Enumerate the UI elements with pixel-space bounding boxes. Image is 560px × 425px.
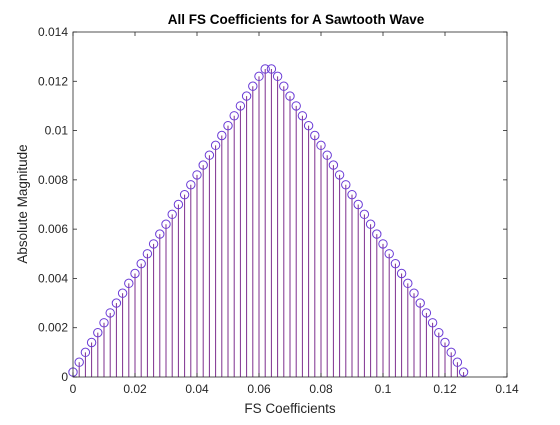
y-tick-label: 0.002 bbox=[38, 321, 68, 335]
stem-marker bbox=[235, 101, 246, 111]
stem-marker bbox=[117, 288, 128, 298]
stem-marker bbox=[86, 337, 97, 348]
stem-marker bbox=[359, 209, 370, 220]
y-tick-label: 0.014 bbox=[38, 25, 68, 39]
x-tick-label: 0.12 bbox=[433, 382, 457, 396]
stem-marker bbox=[204, 150, 215, 160]
stem-marker bbox=[372, 229, 382, 239]
stem-marker bbox=[248, 81, 258, 91]
stem-marker bbox=[347, 189, 357, 200]
stem-marker bbox=[266, 64, 277, 74]
stem-marker bbox=[334, 170, 345, 180]
stem-marker bbox=[142, 249, 153, 259]
stem-marker bbox=[440, 337, 450, 348]
stem-marker bbox=[161, 219, 171, 229]
stem-marker bbox=[217, 130, 227, 141]
stem-marker bbox=[111, 298, 122, 308]
markers-layer bbox=[68, 64, 469, 377]
stem-marker bbox=[99, 318, 109, 328]
stem-marker bbox=[260, 64, 270, 74]
stem-marker bbox=[303, 120, 314, 131]
x-tick-label: 0 bbox=[70, 382, 77, 396]
x-tick-label: 0.1 bbox=[375, 382, 392, 396]
stem-marker bbox=[403, 278, 413, 289]
stem-marker bbox=[353, 199, 363, 210]
stem-marker bbox=[409, 288, 419, 298]
stem-marker bbox=[186, 180, 196, 190]
stem-marker bbox=[241, 91, 252, 101]
x-tick-label: 0.02 bbox=[123, 382, 147, 396]
y-tick-label: 0.008 bbox=[38, 173, 68, 187]
stem-marker bbox=[378, 239, 388, 249]
stem-marker bbox=[390, 258, 401, 269]
y-axis: 0 0.002 0.004 0.006 0.008 0.01 0.012 0.014 bbox=[38, 25, 507, 384]
stem-marker bbox=[341, 180, 351, 190]
stem-marker bbox=[291, 101, 301, 111]
stem-marker bbox=[272, 71, 283, 82]
stem-marker bbox=[167, 209, 177, 220]
stem-marker bbox=[458, 367, 469, 377]
stem-marker bbox=[136, 258, 146, 269]
stem-marker bbox=[310, 130, 320, 141]
stem-marker bbox=[173, 199, 184, 210]
stem-marker bbox=[155, 229, 165, 239]
stem-marker bbox=[105, 308, 115, 318]
stem-marker bbox=[210, 140, 221, 151]
y-tick-label: 0.006 bbox=[38, 222, 68, 236]
stem-marker bbox=[229, 111, 239, 121]
stem-marker bbox=[198, 160, 208, 170]
x-axis-label: FS Coefficients bbox=[244, 401, 336, 416]
stem-marker bbox=[80, 347, 91, 358]
x-tick-label: 0.08 bbox=[309, 382, 333, 396]
chart-title: All FS Coefficients for A Sawtooth Wave bbox=[168, 12, 425, 27]
stem-marker bbox=[316, 140, 326, 151]
stem-marker bbox=[130, 268, 140, 279]
stems-layer bbox=[72, 68, 465, 377]
x-tick-label: 0.14 bbox=[495, 382, 519, 396]
axes-box bbox=[72, 31, 508, 378]
stem-marker bbox=[124, 278, 134, 289]
y-tick-label: 0 bbox=[61, 370, 68, 384]
stem-marker bbox=[93, 327, 103, 338]
x-axis: 0 0.02 0.04 0.06 0.08 0.1 0.12 0.14 bbox=[70, 32, 519, 396]
stem-marker bbox=[74, 357, 84, 367]
stem-marker bbox=[384, 249, 394, 259]
stem-marker bbox=[322, 150, 332, 160]
stem-marker bbox=[192, 170, 202, 180]
y-tick-label: 0.01 bbox=[45, 124, 69, 138]
stem-marker bbox=[434, 327, 444, 338]
stem-marker bbox=[223, 120, 233, 131]
stem-marker bbox=[427, 318, 438, 328]
stem-marker bbox=[254, 71, 264, 82]
stem-marker bbox=[297, 111, 308, 121]
stem-marker bbox=[452, 357, 463, 367]
stem-marker bbox=[365, 219, 376, 229]
y-tick-label: 0.012 bbox=[38, 74, 68, 88]
stem-marker bbox=[285, 91, 295, 101]
stem-marker bbox=[279, 81, 289, 91]
y-axis-label: Absolute Magnitude bbox=[15, 144, 30, 263]
stem-marker bbox=[421, 308, 432, 318]
stem-marker bbox=[446, 347, 456, 358]
stem-marker bbox=[415, 298, 425, 308]
y-tick-label: 0.004 bbox=[38, 271, 68, 285]
stem-marker bbox=[328, 160, 339, 170]
stem-marker bbox=[179, 189, 190, 200]
stem-marker bbox=[148, 239, 159, 249]
x-tick-label: 0.04 bbox=[185, 382, 209, 396]
stem-marker bbox=[396, 268, 407, 279]
x-tick-label: 0.06 bbox=[247, 382, 271, 396]
